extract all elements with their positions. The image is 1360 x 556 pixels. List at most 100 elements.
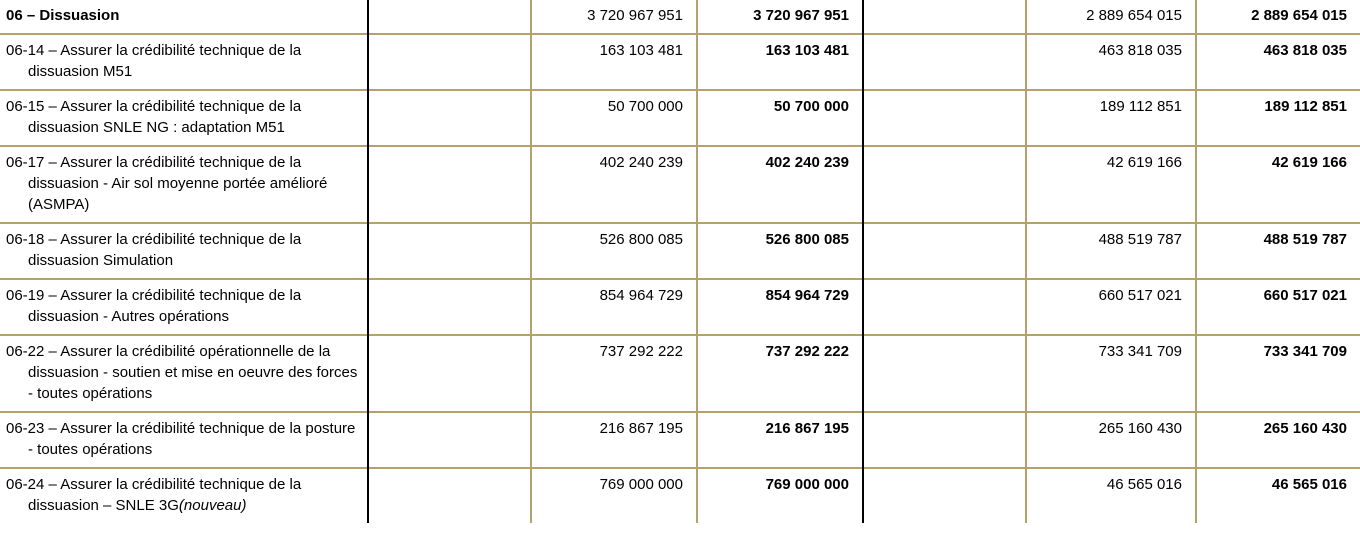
ae-total-cell: 854 964 729 (697, 278, 864, 335)
cp-value-cell: 463 818 035 (1026, 33, 1197, 90)
cp-total-cell-text: 46 565 016 (1271, 476, 1347, 493)
ae-blank-cell-text (369, 413, 530, 435)
cp-blank-cell (863, 334, 1027, 412)
cp-blank-cell-text (864, 469, 1025, 491)
cp-total-cell-text: 463 818 035 (1263, 42, 1347, 59)
cp-blank-cell-text (864, 336, 1025, 358)
cp-blank-cell-text (864, 91, 1025, 113)
cp-blank-cell (863, 0, 1027, 34)
cp-total-cell: 733 341 709 (1196, 334, 1360, 412)
cp-value-cell: 46 565 016 (1026, 467, 1197, 523)
ae-blank-cell (368, 0, 532, 34)
table-row: 06-19 – Assurer la crédibilité technique… (0, 278, 1360, 335)
ae-blank-cell-text (369, 0, 530, 22)
cp-value-cell-text: 488 519 787 (1098, 231, 1182, 248)
table-row: 06-18 – Assurer la crédibilité technique… (0, 222, 1360, 279)
action-label-text: 06-14 – Assurer la crédibilité technique… (6, 42, 302, 80)
ae-total-cell: 163 103 481 (697, 33, 864, 90)
cp-blank-cell (863, 222, 1027, 279)
cp-total-cell: 265 160 430 (1196, 411, 1360, 468)
cp-blank-cell-text (864, 280, 1025, 302)
ae-blank-cell (368, 145, 532, 223)
cp-value-cell: 733 341 709 (1026, 334, 1197, 412)
ae-total-cell-text: 526 800 085 (765, 231, 849, 248)
cp-total-cell-text: 189 112 851 (1264, 98, 1347, 115)
cp-total-cell: 46 565 016 (1196, 467, 1360, 523)
cp-total-cell-text: 660 517 021 (1263, 287, 1347, 304)
cp-blank-cell (863, 467, 1027, 523)
table-body: 06 – Dissuasion 3 720 967 951 3 720 967 95… (0, 0, 1360, 523)
ae-blank-cell-text (369, 224, 530, 246)
action-label-text: 06-19 – Assurer la crédibilité technique… (6, 287, 302, 325)
ae-total-cell: 737 292 222 (697, 334, 864, 412)
cp-blank-cell (863, 278, 1027, 335)
cp-value-cell-text: 265 160 430 (1098, 420, 1182, 437)
ae-total-cell: 526 800 085 (697, 222, 864, 279)
action-label-text: 06 – Dissuasion (6, 7, 120, 24)
ae-value-cell-text: 216 867 195 (599, 420, 683, 437)
cp-value-cell: 265 160 430 (1026, 411, 1197, 468)
ae-total-cell: 50 700 000 (697, 89, 864, 146)
ae-blank-cell-text (369, 336, 530, 358)
cp-blank-cell (863, 33, 1027, 90)
cp-blank-cell-text (864, 0, 1025, 22)
cp-value-cell: 488 519 787 (1026, 222, 1197, 279)
cp-total-cell: 2 889 654 015 (1196, 0, 1360, 34)
cp-total-cell: 463 818 035 (1196, 33, 1360, 90)
action-label-cell: 06-19 – Assurer la crédibilité technique… (0, 278, 369, 335)
table-row: 06-15 – Assurer la crédibilité technique… (0, 89, 1360, 146)
ae-value-cell-text: 526 800 085 (599, 231, 683, 248)
ae-total-cell-text: 402 240 239 (765, 154, 849, 171)
ae-blank-cell-text (369, 35, 530, 57)
ae-value-cell: 769 000 000 (531, 467, 698, 523)
budget-allocation-table: 06 – Dissuasion 3 720 967 951 3 720 967 95… (0, 0, 1360, 523)
table-row: 06-17 – Assurer la crédibilité technique… (0, 145, 1360, 223)
ae-total-cell-text: 769 000 000 (765, 476, 849, 493)
ae-value-cell: 163 103 481 (531, 33, 698, 90)
action-label-cell: 06-18 – Assurer la crédibilité technique… (0, 222, 369, 279)
ae-value-cell-text: 737 292 222 (599, 343, 683, 360)
action-label-cell: 06-23 – Assurer la crédibilité technique… (0, 411, 369, 468)
ae-blank-cell (368, 411, 532, 468)
ae-blank-cell (368, 467, 532, 523)
cp-blank-cell-text (864, 35, 1025, 57)
ae-blank-cell-text (369, 147, 530, 169)
cp-value-cell-text: 189 112 851 (1099, 98, 1182, 115)
action-label-suffix: (nouveau) (178, 497, 247, 514)
cp-blank-cell-text (864, 224, 1025, 246)
table-row: 06-24 – Assurer la crédibilité technique… (0, 467, 1360, 523)
cp-value-cell: 189 112 851 (1026, 89, 1197, 146)
cp-total-cell: 189 112 851 (1196, 89, 1360, 146)
cp-blank-cell (863, 145, 1027, 223)
cp-blank-cell (863, 411, 1027, 468)
cp-total-cell: 660 517 021 (1196, 278, 1360, 335)
cp-value-cell: 660 517 021 (1026, 278, 1197, 335)
action-label-cell: 06-17 – Assurer la crédibilité technique… (0, 145, 369, 223)
action-label-cell: 06-14 – Assurer la crédibilité technique… (0, 33, 369, 90)
cp-value-cell: 42 619 166 (1026, 145, 1197, 223)
cp-value-cell-text: 2 889 654 015 (1086, 7, 1182, 24)
action-label-text: 06-17 – Assurer la crédibilité technique… (6, 154, 328, 213)
ae-value-cell-text: 50 700 000 (607, 98, 683, 115)
action-label-cell: 06-22 – Assurer la crédibilité opération… (0, 334, 369, 412)
ae-blank-cell (368, 278, 532, 335)
ae-value-cell: 216 867 195 (531, 411, 698, 468)
cp-total-cell: 42 619 166 (1196, 145, 1360, 223)
table-row: 06-23 – Assurer la crédibilité technique… (0, 411, 1360, 468)
ae-value-cell: 50 700 000 (531, 89, 698, 146)
ae-value-cell: 854 964 729 (531, 278, 698, 335)
ae-total-cell-text: 737 292 222 (765, 343, 849, 360)
cp-blank-cell-text (864, 413, 1025, 435)
ae-total-cell-text: 50 700 000 (773, 98, 849, 115)
cp-total-cell-text: 2 889 654 015 (1251, 7, 1347, 24)
cp-total-cell-text: 733 341 709 (1263, 343, 1347, 360)
ae-total-cell-text: 854 964 729 (765, 287, 849, 304)
ae-total-cell: 769 000 000 (697, 467, 864, 523)
ae-value-cell: 737 292 222 (531, 334, 698, 412)
ae-blank-cell (368, 33, 532, 90)
action-label-cell: 06-15 – Assurer la crédibilité technique… (0, 89, 369, 146)
ae-total-cell: 3 720 967 951 (697, 0, 864, 34)
ae-value-cell-text: 402 240 239 (599, 154, 683, 171)
action-label-text: 06-24 – Assurer la crédibilité technique… (6, 476, 302, 514)
table-row: 06-14 – Assurer la crédibilité technique… (0, 33, 1360, 90)
